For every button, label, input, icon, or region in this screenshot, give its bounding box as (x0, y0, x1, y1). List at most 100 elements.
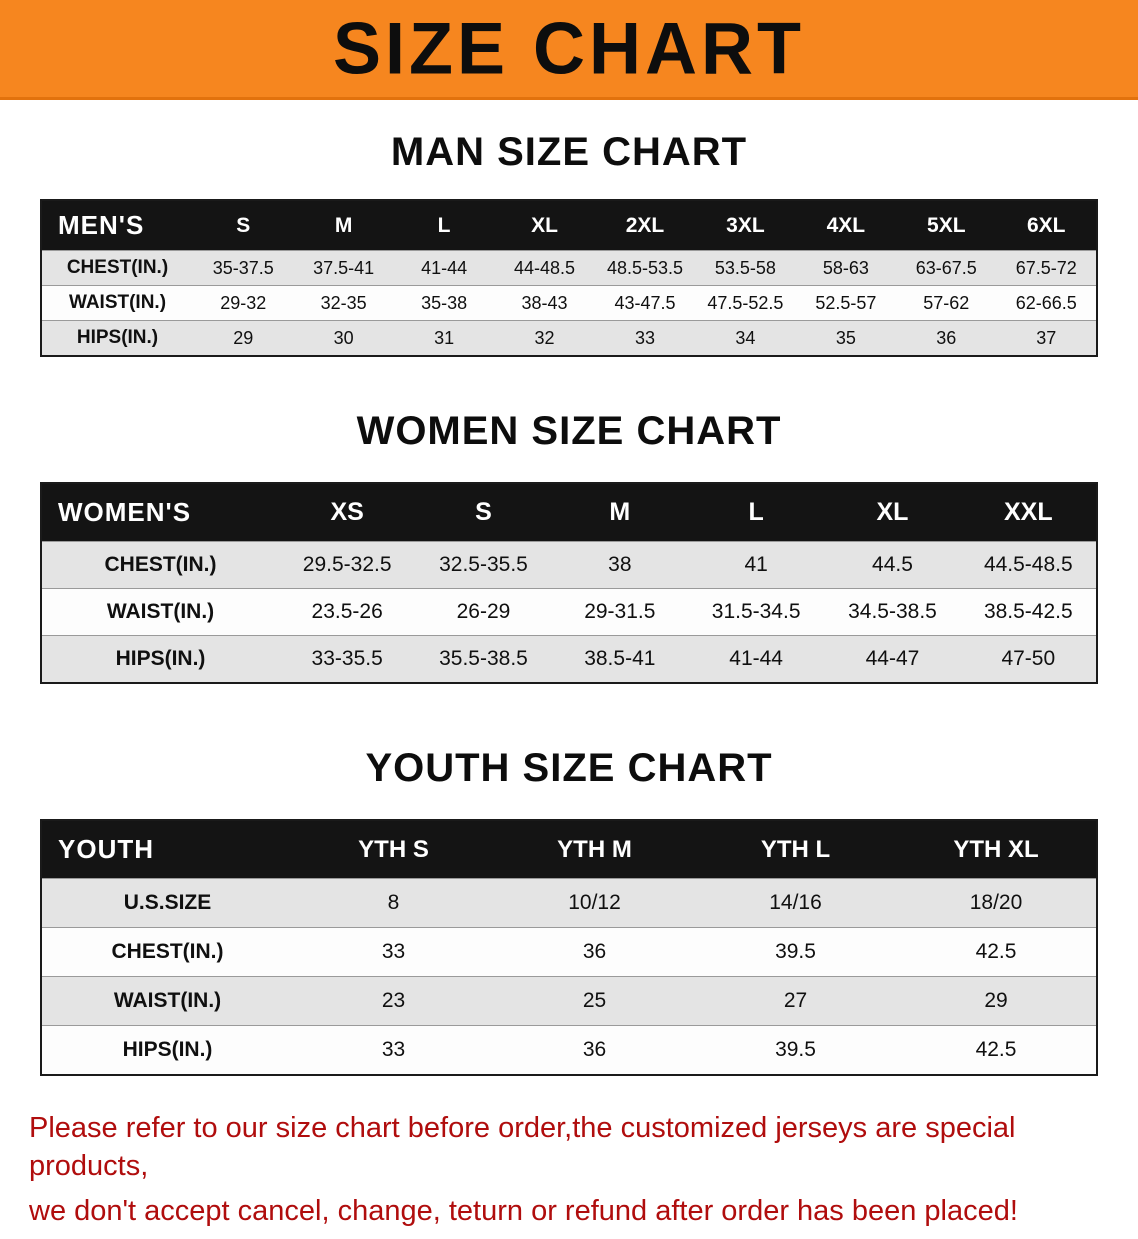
size-value-cell: 38 (551, 541, 688, 589)
size-value-cell: 33-35.5 (279, 635, 416, 683)
size-value-cell: 32.5-35.5 (415, 541, 552, 589)
size-value-cell: 10/12 (494, 878, 695, 928)
size-value-cell: 34 (695, 320, 796, 356)
size-value-cell: 67.5-72 (996, 250, 1097, 286)
column-header: XL (494, 200, 595, 251)
size-value-cell: 39.5 (695, 927, 896, 977)
size-value-cell: 44-47 (824, 635, 961, 683)
size-value-cell: 41 (687, 541, 825, 589)
size-value-cell: 31 (393, 320, 495, 356)
table-row: CHEST(IN.) 29.5-32.5 32.5-35.5 38 41 44.5 44.5… (41, 541, 1097, 589)
size-value-cell: 33 (594, 320, 696, 356)
youth-section-heading: YOUTH SIZE CHART (365, 746, 773, 790)
size-value-cell: 35-38 (393, 285, 495, 321)
women-size-section: WOMEN SIZE CHART WOMEN'S XS S M L XL XXL CHEST(… (0, 409, 1138, 684)
column-header: XS (279, 483, 416, 542)
table-row: WAIST(IN.) 23.5-26 26-29 29-31.5 31.5-34.5 34… (41, 588, 1097, 636)
size-value-cell: 44.5 (824, 541, 961, 589)
row-label: WAIST(IN.) (41, 285, 193, 321)
table-row: WAIST(IN.) 29-32 32-35 35-38 38-43 43-47.5 47.… (41, 285, 1097, 321)
size-value-cell: 25 (494, 976, 695, 1026)
table-row: CHEST(IN.) 35-37.5 37.5-41 41-44 44-48.5 48.5… (41, 250, 1097, 286)
men-section-heading: MAN SIZE CHART (390, 130, 748, 174)
row-label: CHEST(IN.) (41, 250, 193, 286)
column-header: 4XL (795, 200, 897, 251)
size-value-cell: 42.5 (896, 927, 1097, 977)
column-header: 2XL (594, 200, 696, 251)
size-value-cell: 32-35 (293, 285, 394, 321)
size-value-cell: 35-37.5 (193, 250, 294, 286)
size-value-cell: 29 (896, 976, 1097, 1026)
note-line-2: we don't accept cancel, change, teturn o… (29, 1195, 1018, 1228)
size-value-cell: 42.5 (896, 1025, 1097, 1075)
row-label: WAIST(IN.) (41, 976, 293, 1026)
column-header: YTH XL (896, 820, 1097, 879)
size-value-cell: 63-67.5 (896, 250, 997, 286)
size-value-cell: 38.5-41 (551, 635, 688, 683)
column-header: M (551, 483, 688, 542)
size-value-cell: 47-50 (960, 635, 1097, 683)
table-row: HIPS(IN.) 33 36 39.5 42.5 (41, 1025, 1097, 1075)
column-header: L (687, 483, 825, 542)
size-value-cell: 39.5 (695, 1025, 896, 1075)
size-value-cell: 36 (494, 1025, 695, 1075)
size-value-cell: 8 (293, 878, 494, 928)
table-row: CHEST(IN.) 33 36 39.5 42.5 (41, 927, 1097, 977)
banner-title: SIZE CHART (333, 7, 805, 90)
size-value-cell: 18/20 (896, 878, 1097, 928)
size-value-cell: 41-44 (687, 635, 825, 683)
row-label: U.S.SIZE (41, 878, 293, 928)
size-value-cell: 32 (494, 320, 595, 356)
size-value-cell: 37 (996, 320, 1097, 356)
women-section-heading: WOMEN SIZE CHART (356, 409, 782, 453)
size-value-cell: 38.5-42.5 (960, 588, 1097, 636)
size-value-cell: 26-29 (415, 588, 552, 636)
row-label: HIPS(IN.) (41, 1025, 293, 1075)
size-value-cell: 48.5-53.5 (594, 250, 696, 286)
size-value-cell: 35 (795, 320, 897, 356)
column-header: XXL (960, 483, 1097, 542)
row-label: CHEST(IN.) (41, 541, 279, 589)
size-value-cell: 43-47.5 (594, 285, 696, 321)
column-header: S (415, 483, 552, 542)
size-value-cell: 29.5-32.5 (279, 541, 416, 589)
size-value-cell: 36 (494, 927, 695, 977)
column-header: M (293, 200, 394, 251)
column-header: XL (824, 483, 961, 542)
size-value-cell: 37.5-41 (293, 250, 394, 286)
size-value-cell: 36 (896, 320, 997, 356)
size-value-cell: 53.5-58 (695, 250, 796, 286)
size-value-cell: 33 (293, 1025, 494, 1075)
size-value-cell: 44.5-48.5 (960, 541, 1097, 589)
size-value-cell: 23 (293, 976, 494, 1026)
men-size-table: MEN'S S M L XL 2XL 3XL 4XL 5XL 6XL CHEST(IN.) 35-37… (40, 199, 1098, 357)
size-value-cell: 31.5-34.5 (687, 588, 825, 636)
row-label: WAIST(IN.) (41, 588, 279, 636)
table-row: WAIST(IN.) 23 25 27 29 (41, 976, 1097, 1026)
women-size-table: WOMEN'S XS S M L XL XXL CHEST(IN.) 29.5-32.5 32.5… (40, 482, 1098, 684)
men-size-section: MAN SIZE CHART MEN'S S M L XL 2XL 3XL 4XL 5XL 6XL… (0, 130, 1138, 357)
column-header: YTH M (494, 820, 695, 879)
column-header: YTH L (695, 820, 896, 879)
size-value-cell: 41-44 (393, 250, 495, 286)
size-value-cell: 14/16 (695, 878, 896, 928)
row-label: CHEST(IN.) (41, 927, 293, 977)
size-value-cell: 35.5-38.5 (415, 635, 552, 683)
table-title-cell: MEN'S (41, 200, 193, 251)
size-value-cell: 29-32 (193, 285, 294, 321)
column-header: S (193, 200, 294, 251)
size-value-cell: 58-63 (795, 250, 897, 286)
size-value-cell: 62-66.5 (996, 285, 1097, 321)
row-label: HIPS(IN.) (41, 635, 279, 683)
row-label: HIPS(IN.) (41, 320, 193, 356)
youth-size-section: YOUTH SIZE CHART YOUTH YTH S YTH M YTH L YTH… (0, 746, 1138, 1076)
note-line-1: Please refer to our size chart before or… (29, 1112, 1016, 1182)
size-value-cell: 47.5-52.5 (695, 285, 796, 321)
size-chart-banner: SIZE CHART (0, 0, 1138, 100)
size-value-cell: 52.5-57 (795, 285, 897, 321)
size-value-cell: 27 (695, 976, 896, 1026)
size-value-cell: 23.5-26 (279, 588, 416, 636)
table-header-row: WOMEN'S XS S M L XL XXL (41, 483, 1097, 542)
column-header: 6XL (996, 200, 1097, 251)
column-header: L (393, 200, 495, 251)
